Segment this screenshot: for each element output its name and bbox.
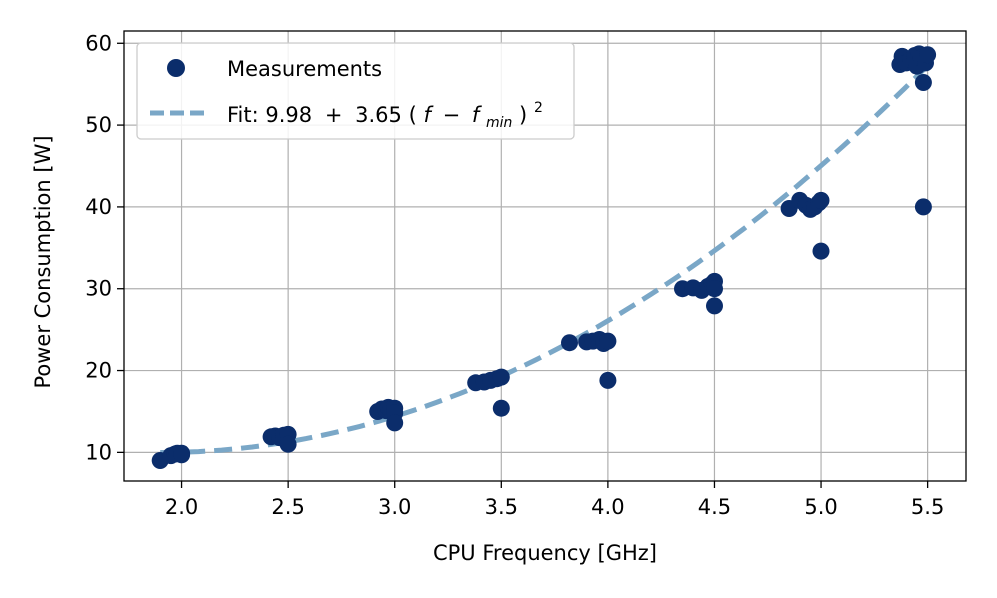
fit-line [160, 63, 930, 455]
measurement-point [812, 242, 830, 260]
measurement-point [492, 399, 510, 417]
measurement-point [561, 334, 578, 352]
y-tick-label: 20 [85, 359, 112, 383]
measurement-points [151, 45, 937, 469]
measurement-point [599, 371, 617, 389]
measurement-point [599, 332, 617, 350]
measurement-point [919, 46, 937, 64]
x-tick-label: 4.0 [591, 495, 624, 519]
measurement-point [914, 198, 932, 216]
measurement-point [914, 74, 932, 91]
x-tick-label: 2.5 [271, 495, 304, 519]
fit-prefix: Fit: [227, 103, 265, 127]
measurement-point [706, 280, 723, 298]
fit-f: f [423, 103, 434, 127]
x-tick-label: 3.0 [378, 495, 411, 519]
x-ticks: 2.0 2.5 3.0 3.5 4.0 4.5 5.0 5.5 [165, 481, 944, 519]
y-tick-label: 10 [85, 440, 112, 464]
legend-measurements-label: Measurements [227, 57, 382, 81]
measurement-point [173, 444, 191, 462]
fit-fmin-sub: min [486, 115, 512, 131]
fit-open-paren: ( [409, 103, 417, 127]
measurement-point [492, 368, 510, 386]
fit-close-paren: ) [519, 103, 527, 127]
fit-a: 9.98 [265, 103, 312, 127]
y-tick-label: 60 [85, 31, 112, 55]
measurement-point [279, 435, 297, 453]
x-tick-label: 2.0 [165, 495, 198, 519]
x-tick-label: 3.5 [485, 495, 518, 519]
x-tick-label: 5.5 [911, 495, 944, 519]
measurement-point [812, 191, 830, 209]
legend-fit-label: Fit: 9.98 + 3.65 ( f − f min ) 2 [227, 100, 543, 132]
measurement-point [706, 297, 723, 315]
fit-b: 3.65 [355, 103, 402, 127]
y-ticks: 10 20 30 40 50 60 [85, 31, 124, 464]
y-axis-label: Power Consumption [W] [31, 135, 55, 388]
legend: Measurements Fit: 9.98 + 3.65 ( f − f mi… [136, 42, 575, 140]
legend-box [136, 42, 575, 140]
fit-power: 2 [534, 100, 543, 116]
y-tick-label: 40 [85, 195, 112, 219]
measurement-point [386, 414, 404, 432]
fit-line-group [160, 63, 930, 455]
fit-minus: − [443, 103, 461, 127]
fit-fmin-base: f [472, 103, 483, 127]
x-tick-label: 5.0 [804, 495, 837, 519]
fit-plus: + [325, 103, 343, 127]
x-tick-label: 4.5 [698, 495, 731, 519]
x-axis-label: CPU Frequency [GHz] [433, 541, 657, 565]
y-tick-label: 30 [85, 277, 112, 301]
plot-frame [123, 30, 967, 482]
legend-measurements-marker [167, 59, 185, 77]
y-tick-label: 50 [85, 113, 112, 137]
